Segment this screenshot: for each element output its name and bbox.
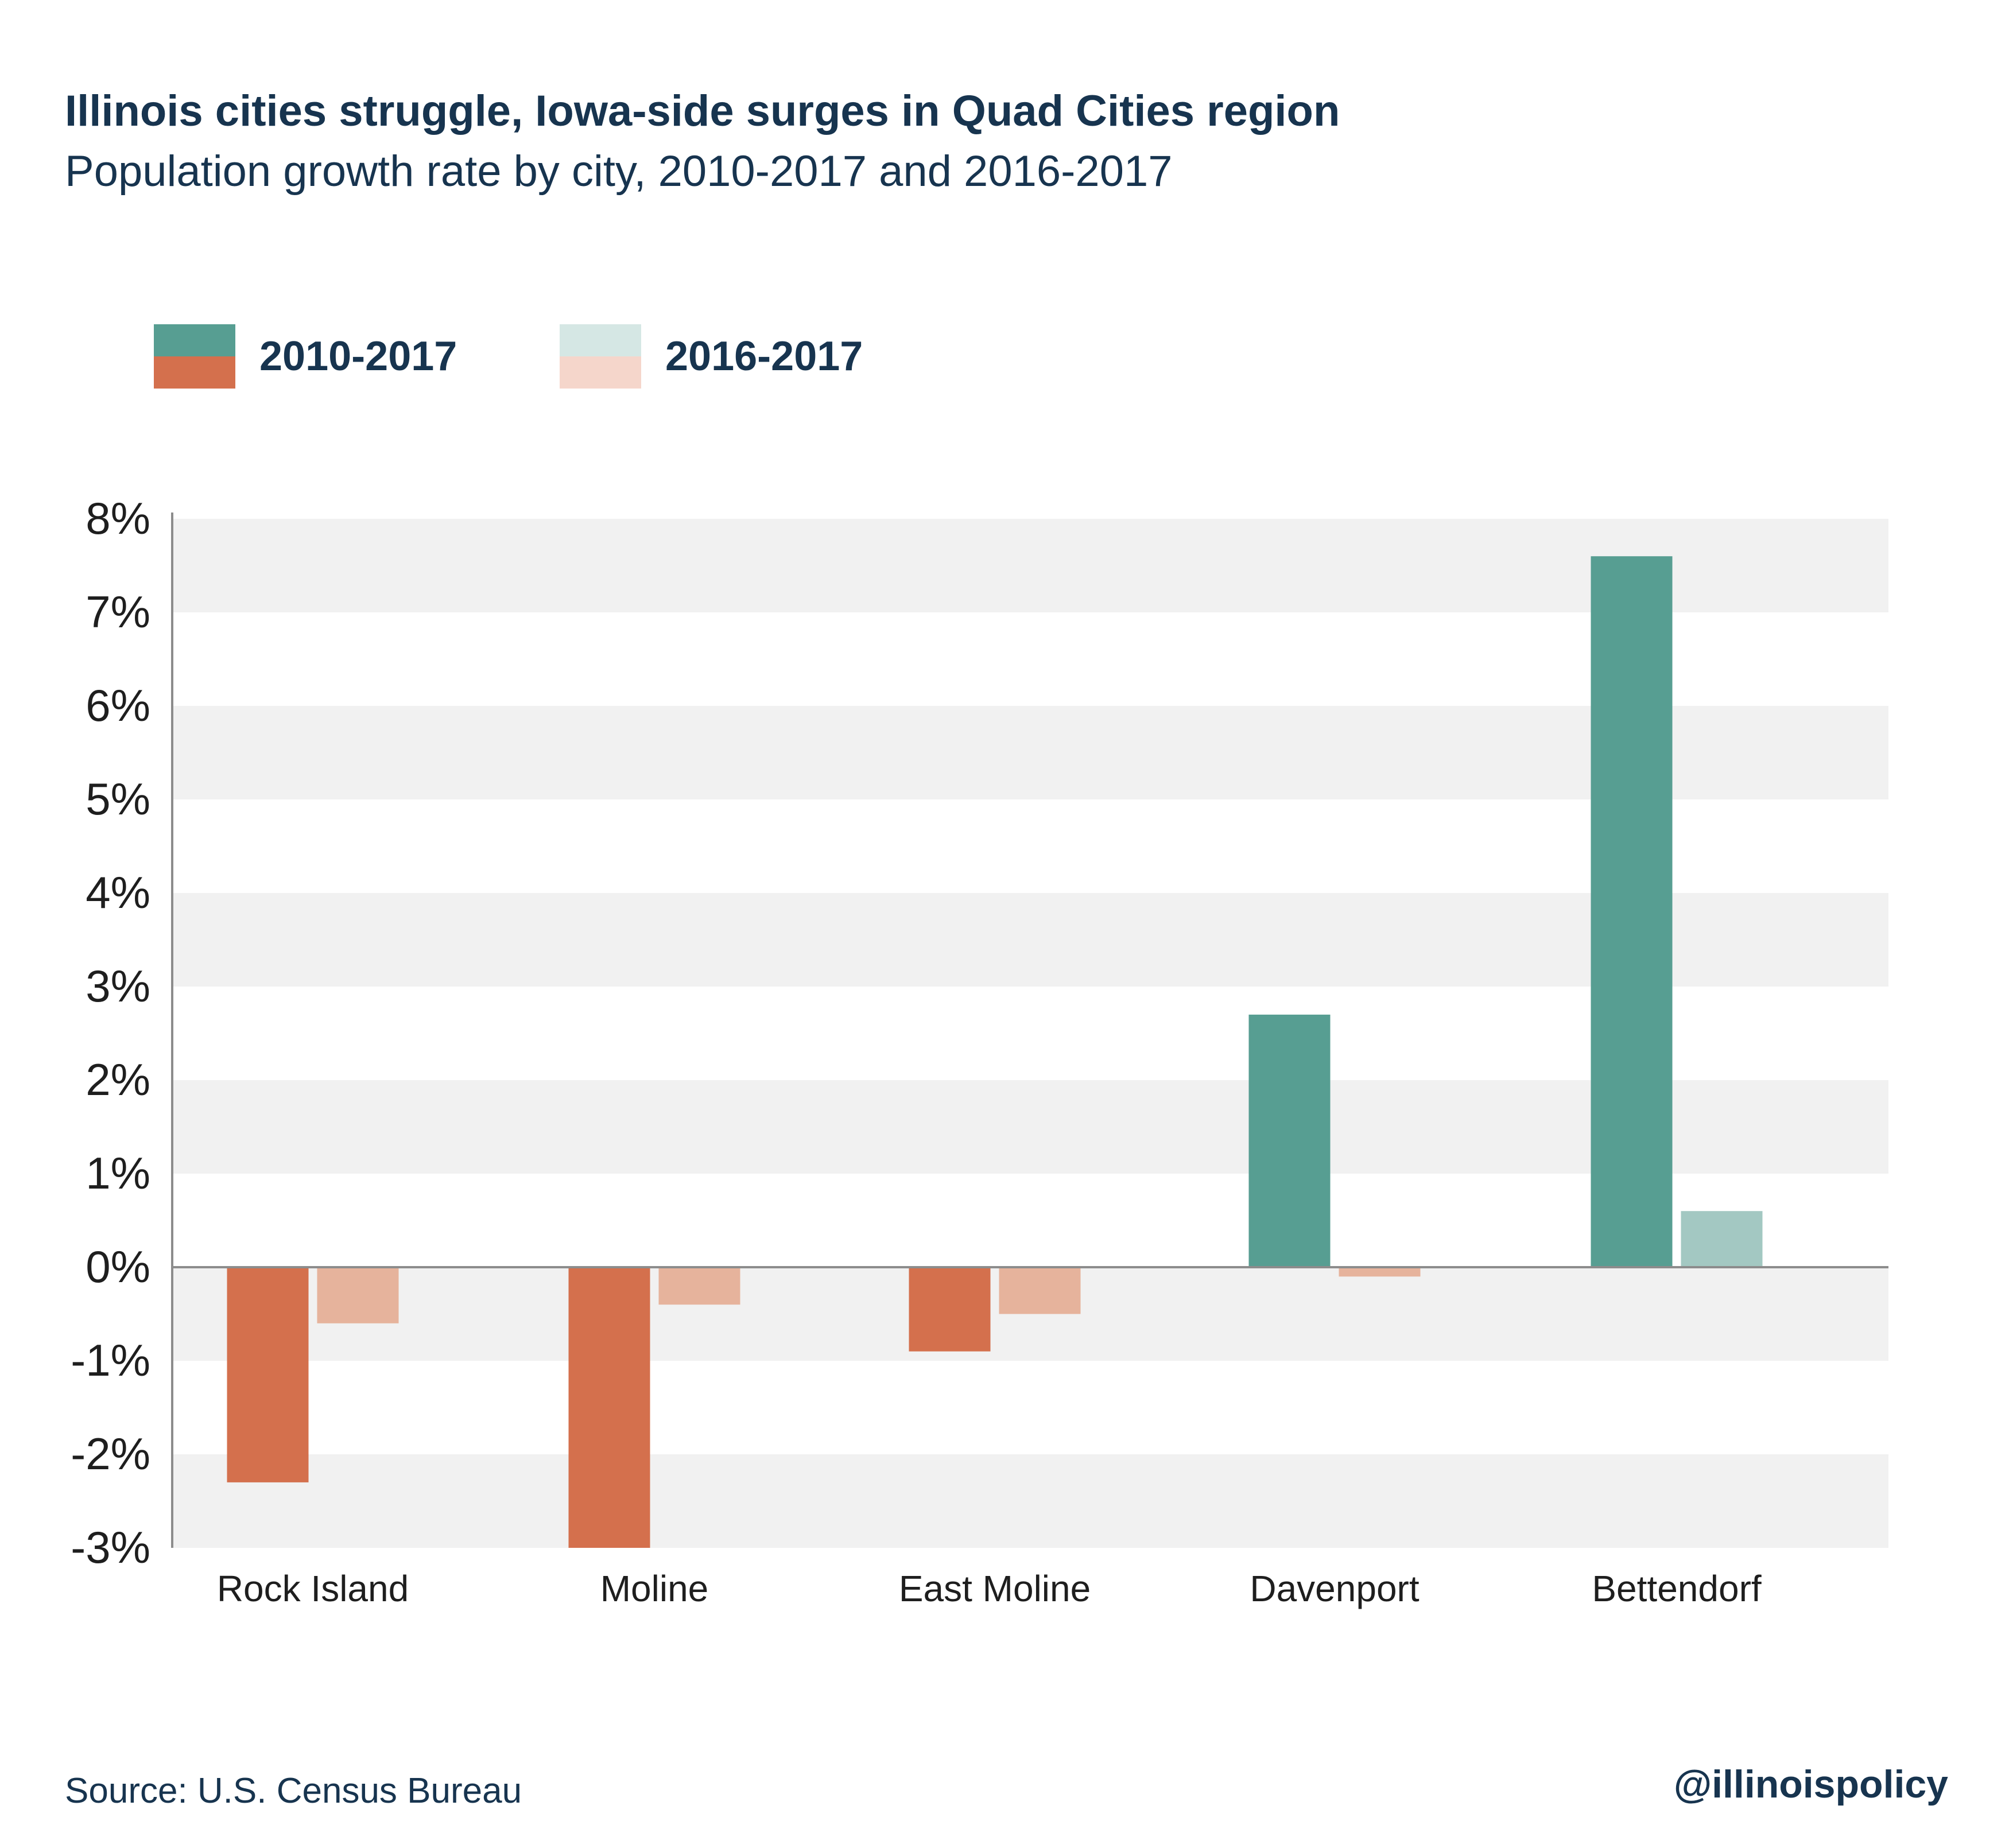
- legend-swatch-2016-2017: [560, 324, 641, 389]
- bar-2010-2017-rock-island: [227, 1267, 309, 1482]
- y-tick-label: 2%: [86, 1054, 150, 1105]
- x-tick-label: Rock Island: [217, 1568, 409, 1609]
- legend-swatch-2010-2017: [154, 324, 235, 389]
- bar-2016-2017-davenport: [1339, 1267, 1421, 1277]
- legend-label-2016-2017: 2016-2017: [665, 333, 863, 379]
- y-tick-label: 8%: [86, 493, 150, 543]
- bar-2010-2017-davenport: [1248, 1014, 1331, 1267]
- legend-item-2010-2017: 2010-2017: [154, 324, 457, 389]
- x-tick-label: East Moline: [899, 1568, 1091, 1609]
- bar-2016-2017-bettendorf: [1681, 1211, 1763, 1267]
- chart-title: Illinois cities struggle, Iowa-side surg…: [65, 87, 1340, 135]
- x-tick-label: Moline: [600, 1568, 709, 1609]
- grid-band: [172, 1454, 1888, 1548]
- y-tick-label: 7%: [86, 587, 150, 637]
- bar-2010-2017-bettendorf: [1591, 556, 1673, 1268]
- y-tick-label: -2%: [71, 1428, 150, 1479]
- y-tick-label: -3%: [71, 1522, 150, 1573]
- y-tick-label: 1%: [86, 1148, 150, 1198]
- bar-2010-2017-moline: [568, 1267, 650, 1548]
- x-tick-label: Davenport: [1250, 1568, 1420, 1609]
- chart-subtitle: Population growth rate by city, 2010-201…: [65, 147, 1173, 196]
- bar-2016-2017-rock-island: [317, 1267, 399, 1323]
- bar-2016-2017-east-moline: [999, 1267, 1081, 1314]
- bar-2010-2017-east-moline: [909, 1267, 991, 1352]
- social-handle: @illinoispolicy: [1673, 1762, 1948, 1806]
- x-tick-label: Bettendorf: [1592, 1568, 1762, 1609]
- legend-item-2016-2017: 2016-2017: [560, 324, 863, 389]
- source-note: Source: U.S. Census Bureau: [65, 1771, 522, 1811]
- y-tick-label: 5%: [86, 774, 150, 824]
- y-tick-label: 6%: [86, 680, 150, 731]
- y-tick-label: 3%: [86, 961, 150, 1011]
- y-tick-label: -1%: [71, 1335, 150, 1385]
- y-tick-label: 0%: [86, 1241, 150, 1292]
- bar-2016-2017-moline: [658, 1267, 740, 1305]
- y-tick-label: 4%: [86, 867, 150, 918]
- legend-label-2010-2017: 2010-2017: [259, 333, 457, 379]
